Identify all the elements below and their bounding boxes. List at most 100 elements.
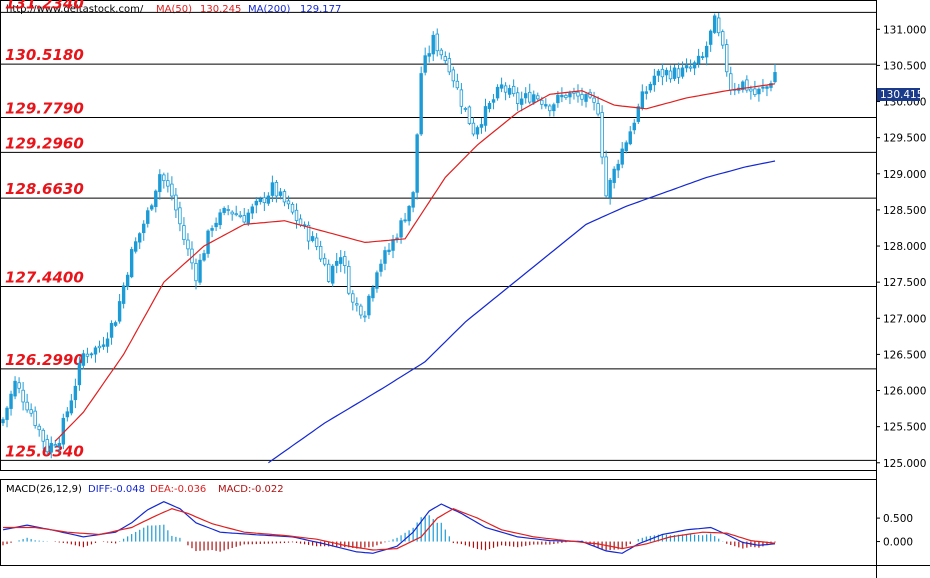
candle (258, 196, 263, 205)
candle (322, 253, 327, 267)
candle (335, 252, 339, 274)
candle (604, 150, 608, 198)
macd-panel-frame (0, 479, 877, 566)
y-tick-label: 128.000 (883, 241, 926, 253)
candle (660, 63, 665, 86)
candle (234, 205, 238, 217)
candle (427, 45, 431, 63)
macd-dea-value: DEA:-0.036 (150, 484, 206, 495)
candle (708, 29, 713, 52)
y-tick-label: 126.500 (883, 349, 926, 361)
candle (242, 207, 246, 224)
candle (717, 13, 721, 37)
candle (21, 382, 25, 411)
macd-indicator: 0.500 0.000 (2, 501, 913, 554)
candle (57, 437, 61, 453)
candle (407, 204, 411, 226)
candle (310, 231, 315, 243)
macd-macd-value: MACD:-0.022 (218, 484, 284, 495)
candle (270, 175, 275, 203)
candle (101, 336, 106, 350)
candle (65, 407, 70, 422)
candle (33, 406, 37, 429)
candle (741, 80, 745, 93)
candle (166, 172, 170, 193)
candle (439, 48, 443, 60)
macd-tick-label: 0.000 (883, 537, 913, 549)
candle (612, 166, 616, 189)
y-tick-label: 130.500 (883, 60, 926, 72)
candle (246, 209, 250, 227)
candle (419, 66, 423, 136)
candle (97, 340, 102, 353)
candle (524, 87, 528, 104)
candle (532, 90, 536, 105)
candle (443, 51, 447, 64)
candle (306, 221, 311, 250)
candle (222, 206, 226, 216)
candle (355, 297, 359, 312)
ma200-line (268, 160, 776, 464)
candle (403, 212, 407, 223)
candle (49, 436, 53, 459)
candle (202, 249, 206, 262)
candle (387, 243, 391, 255)
candle (721, 29, 725, 49)
candle (286, 195, 291, 210)
candle (142, 220, 146, 241)
current-price-label: 130.415 (880, 89, 923, 101)
candle (158, 169, 162, 200)
candle (69, 394, 74, 416)
candle (676, 62, 681, 84)
candle (13, 376, 17, 400)
candle (503, 82, 508, 101)
candle (105, 332, 110, 353)
candle (684, 58, 689, 73)
candle (499, 77, 504, 93)
candle (45, 434, 49, 455)
candle (765, 84, 769, 97)
candle (150, 203, 154, 211)
level-label: 126.2990 (5, 351, 84, 369)
candle (664, 67, 669, 82)
candle (318, 240, 323, 263)
candle (210, 225, 214, 238)
y-tick-label: 127.500 (883, 277, 926, 289)
candle (359, 303, 363, 319)
candle (447, 52, 452, 76)
candle (238, 211, 242, 219)
candle (133, 237, 138, 254)
candle (383, 246, 387, 271)
candle (431, 31, 435, 62)
candle (371, 285, 375, 302)
candle (314, 233, 319, 251)
candle (704, 41, 709, 66)
macd-tick-label: 0.500 (883, 513, 913, 525)
candle (214, 217, 218, 232)
candle (113, 320, 118, 328)
main-panel-frame (0, 0, 877, 471)
candle (680, 61, 685, 79)
level-label: 129.7790 (5, 100, 84, 118)
candle (174, 187, 178, 218)
candle (37, 423, 41, 437)
y-tick-label: 129.000 (883, 169, 926, 181)
candle (41, 428, 45, 450)
candle (93, 345, 98, 363)
candle (351, 290, 355, 311)
current-price-box (877, 88, 920, 101)
candle (290, 202, 295, 215)
candle (435, 28, 439, 57)
y-tick-label: 127.000 (883, 313, 926, 325)
candle (121, 282, 126, 309)
level-label: 131.2340 (5, 0, 84, 12)
candle (467, 105, 472, 126)
candle (596, 96, 600, 117)
candle (712, 13, 717, 35)
candle (507, 84, 512, 99)
ma50-line (54, 83, 776, 442)
candle (568, 90, 572, 105)
candle (170, 176, 174, 201)
candle (644, 86, 649, 100)
candle (455, 73, 460, 90)
